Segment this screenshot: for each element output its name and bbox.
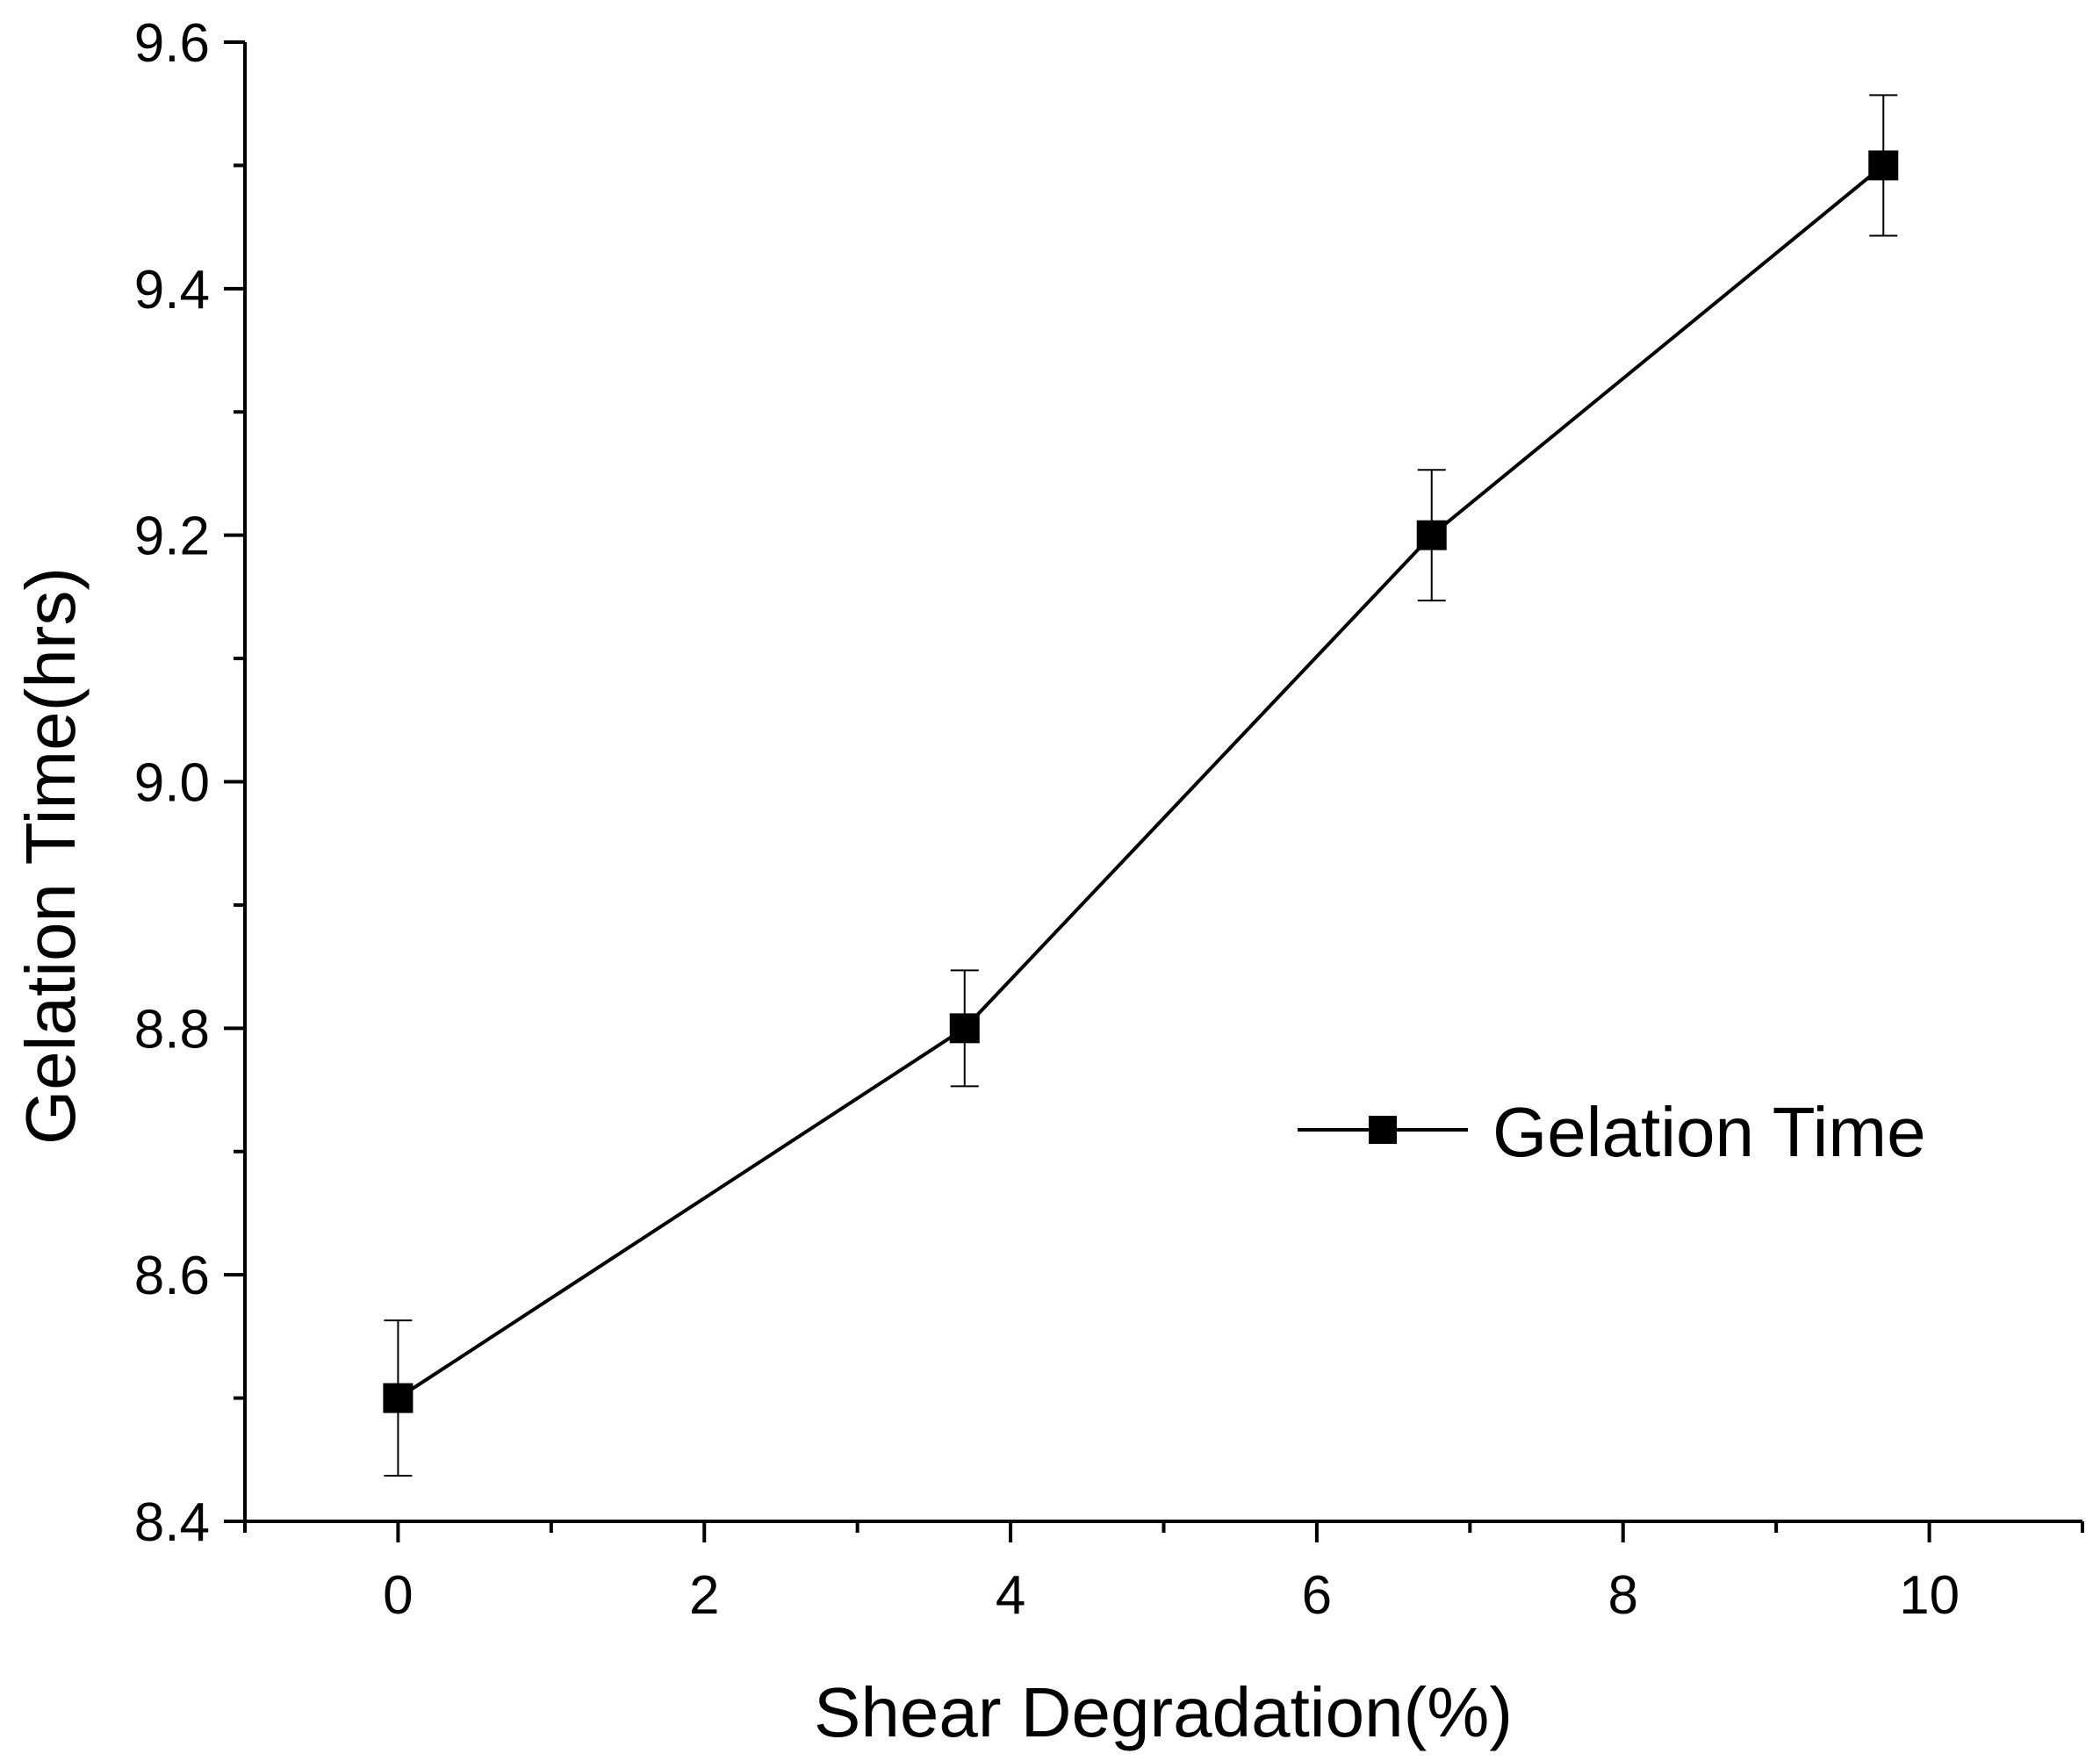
data-point: [1416, 520, 1447, 550]
y-tick-label: 8.8: [134, 999, 210, 1060]
axes: [243, 42, 2082, 1523]
x-tick-label: 8: [1608, 1565, 1638, 1626]
x-axis-ticks: 0 2 4 6 8 10: [243, 1521, 2084, 1626]
y-tick-label: 9.0: [134, 753, 210, 814]
y-tick-label: 9.6: [134, 13, 210, 74]
y-tick-label: 8.6: [134, 1246, 210, 1306]
series-line: [397, 163, 1885, 1400]
data-point: [383, 1383, 414, 1413]
legend-label: Gelation Time: [1492, 1093, 1926, 1171]
legend: Gelation Time: [1298, 1093, 1926, 1171]
plot-area: [383, 94, 1899, 1477]
x-tick-label: 0: [383, 1565, 413, 1626]
x-tick-label: 2: [689, 1565, 719, 1626]
y-axis-label: Gelation Time(hrs): [11, 567, 90, 1145]
data-point: [949, 1013, 980, 1044]
data-point: [1868, 150, 1899, 181]
y-axis-ticks: 8.4 8.6 8.8 9.0 9.2 9.4 9.6: [134, 13, 245, 1553]
x-tick-label: 10: [1899, 1565, 1960, 1626]
x-tick-label: 4: [996, 1565, 1025, 1626]
x-tick-label: 6: [1302, 1565, 1332, 1626]
y-tick-label: 9.4: [134, 260, 210, 320]
legend-marker: [1369, 1116, 1397, 1144]
y-tick-label: 8.4: [134, 1492, 210, 1553]
x-axis-label: Shear Degradation(%): [814, 1673, 1513, 1751]
y-tick-label: 9.2: [134, 507, 210, 567]
